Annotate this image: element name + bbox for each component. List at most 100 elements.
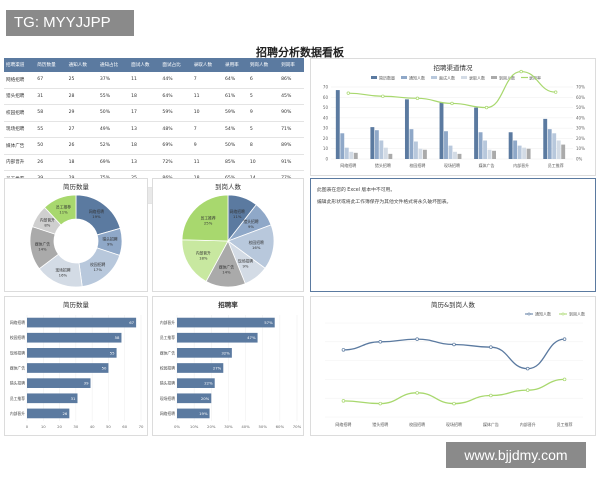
legend-swatch — [371, 76, 377, 79]
x-tick-label: 30% — [224, 424, 233, 429]
bar — [335, 90, 340, 159]
series-line — [343, 378, 565, 405]
table-cell: 9 — [247, 104, 280, 122]
y-tick-label: 现场招聘 — [160, 396, 175, 401]
y-tick-label: 媒体广告 — [10, 366, 25, 371]
rate-point — [450, 101, 454, 106]
table-cell: 7 — [191, 121, 223, 138]
bar — [526, 148, 531, 159]
legend-label: 录取人数 — [469, 75, 485, 81]
note-line-1: 此图表在您的 Excel 版本中不可用。 — [317, 188, 396, 193]
legend-swatch — [491, 76, 497, 79]
table-cell: 91% — [279, 154, 304, 171]
table-cell: 50% — [97, 104, 130, 122]
table-cell: 27 — [66, 121, 98, 138]
table-cell: 9 — [191, 137, 223, 155]
x-tick-label: 媒体广告 — [479, 162, 495, 168]
table-cell: 59% — [222, 104, 248, 122]
x-tick-label: 40% — [241, 424, 250, 429]
table-header-cell: 通知人数 — [66, 58, 98, 72]
pie-label: 16% — [59, 272, 68, 277]
bar — [374, 130, 379, 159]
pie-slice — [181, 194, 229, 242]
table-cell: 54% — [222, 121, 248, 138]
table-header-cell: 通知占比 — [97, 58, 130, 72]
hbar — [27, 393, 78, 404]
table-cell: 校园招聘 — [4, 104, 36, 122]
x-tick-label: 内部晋升 — [520, 421, 536, 427]
table-cell: 13 — [129, 121, 161, 138]
table-cell: 64% — [160, 88, 192, 105]
table-cell: 48% — [160, 121, 192, 138]
series-point — [562, 377, 567, 382]
table-cell: 69% — [160, 137, 192, 155]
pie-label: 9% — [107, 242, 113, 247]
series-point — [415, 337, 419, 341]
table-cell: 5 — [247, 88, 280, 105]
table-cell: 26 — [35, 154, 67, 171]
bar — [508, 132, 513, 159]
table-cell: 内部晋升 — [4, 154, 36, 171]
pie-label: 员工推荐 — [56, 204, 71, 209]
table-cell: 52% — [97, 137, 130, 155]
table-cell: 17 — [129, 104, 161, 122]
pie-label: 9% — [248, 224, 254, 229]
pie-label: 校园招聘 — [249, 240, 264, 245]
y-tick-label: 70 — [323, 85, 329, 90]
data-label: 31 — [71, 396, 76, 401]
table-cell: 13 — [129, 154, 161, 171]
legend-swatch — [461, 76, 467, 79]
pie-label: 11% — [233, 214, 242, 219]
data-label: 55 — [110, 350, 115, 355]
bar — [383, 147, 388, 159]
x-tick-label: 猎头招聘 — [375, 162, 391, 168]
bar — [353, 152, 358, 159]
pie-slice — [181, 239, 229, 282]
series-point — [525, 388, 530, 392]
table-header-cell: 录取人数 — [191, 58, 223, 72]
legend-label: 通知人数 — [409, 75, 425, 81]
table-header-cell: 录用率 — [222, 58, 248, 72]
table-cell: 55% — [97, 88, 130, 105]
data-label: 67 — [129, 320, 134, 325]
legend-swatch — [401, 76, 407, 79]
pie-label: 14% — [222, 269, 231, 274]
resume-hbar-panel: 简历数量 0 10 20 30 40 50 60 70 网络招聘 67 校园招聘 58 现场招聘 55 媒体广… — [4, 296, 148, 436]
bar — [513, 140, 518, 159]
data-label: 57% — [264, 320, 273, 325]
bar — [340, 133, 345, 159]
bar — [344, 147, 349, 159]
hbar — [27, 317, 137, 328]
bar — [552, 133, 557, 159]
chart-title: 简历数量 — [63, 300, 90, 309]
pie-label: 8% — [44, 223, 50, 228]
legend-marker — [561, 312, 565, 316]
pie-label: 现场招聘 — [238, 259, 253, 264]
table-cell: 26 — [66, 137, 98, 155]
table-cell: 89% — [279, 137, 304, 155]
table-cell: 25 — [66, 72, 98, 89]
bar — [413, 141, 418, 159]
page-title: 招聘分析数据看板 — [256, 46, 344, 59]
bar — [349, 151, 354, 159]
hbar — [177, 348, 232, 358]
bar — [379, 140, 384, 159]
y-tick-label: 60 — [323, 95, 329, 100]
table-cell: 猎头招聘 — [4, 88, 36, 105]
table-cell: 72% — [160, 154, 192, 171]
table-cell: 29 — [66, 104, 98, 122]
note-line-2: 编辑此形状或将此工作簿保存为其他文件格式将永久破坏图表。 — [317, 200, 452, 205]
x-tick-label: 70% — [293, 424, 302, 429]
rate-point — [554, 90, 558, 94]
hbar — [27, 332, 122, 343]
table-header-cell: 面试人数 — [129, 58, 161, 72]
pie-label: 内部晋升 — [40, 218, 55, 223]
table-cell: 59% — [160, 104, 192, 122]
table-cell: 50 — [35, 137, 67, 155]
pie-label: 媒体广告 — [35, 242, 50, 247]
series-point — [378, 340, 383, 344]
table-cell: 90% — [279, 104, 304, 122]
data-table-panel: 招聘渠道 简历数量 通知人数 通知占比 面试人数 面试占比 录取人数 录用率 到岗人数 到岗率 网… — [4, 58, 304, 204]
bar — [444, 131, 448, 159]
